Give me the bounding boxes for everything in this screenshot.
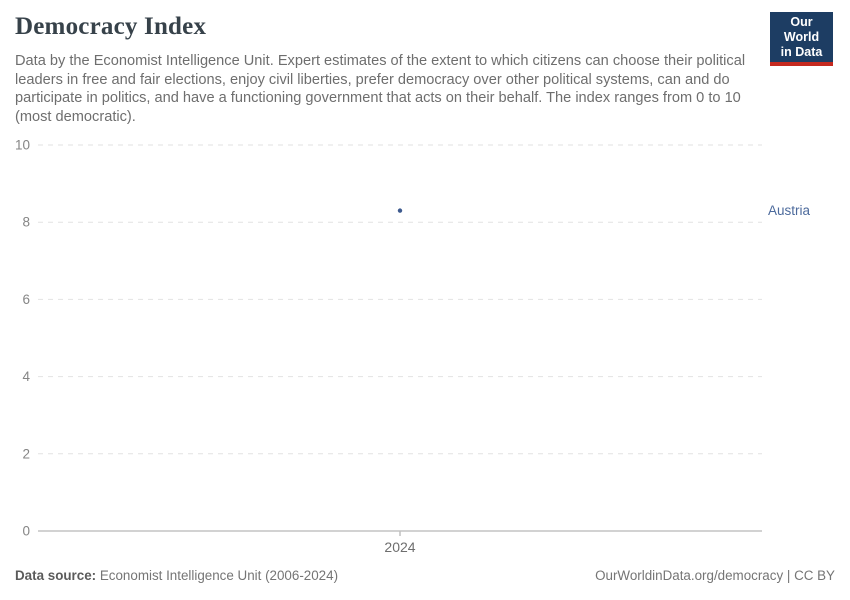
owid-logo-line1: Our World	[783, 15, 820, 44]
y-axis-tick-label-2: 2	[22, 446, 30, 461]
y-axis-tick-label-10: 10	[15, 138, 30, 153]
data-source: Data source: Economist Intelligence Unit…	[15, 568, 338, 583]
footer: Data source: Economist Intelligence Unit…	[15, 568, 835, 583]
y-axis-tick-label-6: 6	[22, 292, 30, 307]
owid-logo-line2: in Data	[780, 45, 823, 59]
y-axis-tick-label-8: 8	[22, 215, 30, 230]
democracy-index-chart: 0 2 4 6 8 10 2024 Austria	[15, 138, 811, 556]
y-axis-tick-label-4: 4	[22, 369, 30, 384]
owid-logo-red-bar	[770, 62, 833, 66]
data-source-label: Data source:	[15, 568, 97, 583]
data-point-austria[interactable]	[397, 208, 403, 213]
chart-subtitle: Data by the Economist Intelligence Unit.…	[15, 53, 746, 125]
y-axis-tick-label-0: 0	[22, 524, 30, 539]
data-source-value: Economist Intelligence Unit (2006-2024)	[96, 568, 339, 583]
entity-label-austria[interactable]: Austria	[768, 203, 811, 218]
owid-logo[interactable]: Our World in Data	[770, 12, 833, 66]
owid-logo-text: Our World in Data	[770, 12, 833, 62]
attribution-link[interactable]: OurWorldinData.org/democracy | CC BY	[595, 568, 835, 583]
x-axis-tick-label-2024: 2024	[384, 539, 415, 555]
page-title: Democracy Index	[15, 13, 207, 40]
